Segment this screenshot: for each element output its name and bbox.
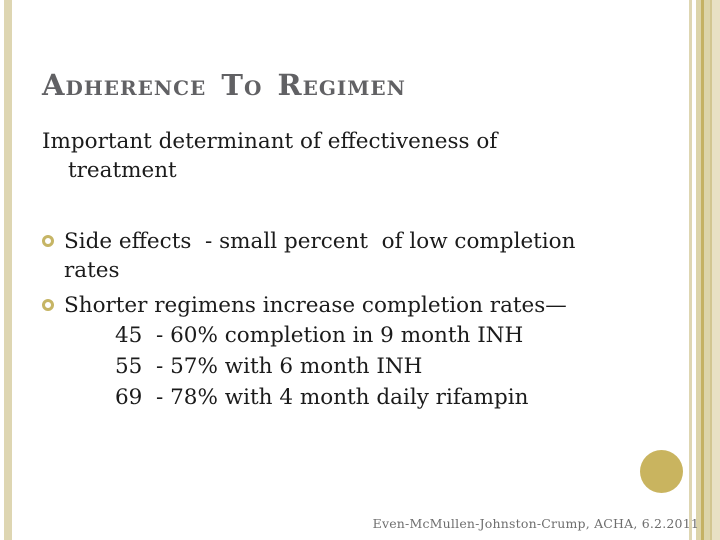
right-accent-stripe: [710, 0, 712, 540]
ring-bullet-icon: [42, 235, 54, 247]
right-accent-stripe: [704, 0, 710, 540]
sub-line: 69 - 78% with 4 month daily rifampin: [115, 385, 529, 410]
bullet-item: Shorter regimens increase completion rat…: [42, 291, 567, 320]
bullet-item: Side effects - small percent of low comp…: [42, 227, 575, 285]
corner-circle-decoration: [640, 450, 683, 493]
bullet-text: Shorter regimens increase completion rat…: [64, 293, 567, 318]
right-accent-stripe: [689, 0, 692, 540]
right-accent-stripe: [712, 0, 720, 540]
right-accent-stripe: [701, 0, 704, 540]
sub-line-group: 45 - 60% completion in 9 month INH 55 - …: [115, 320, 528, 413]
slide-title: Adherence To Regimen: [42, 68, 406, 102]
sub-line: 45 - 60% completion in 9 month INH: [115, 323, 524, 348]
left-accent-bar: [4, 0, 12, 540]
body-paragraph: Important determinant of effectiveness o…: [42, 129, 498, 183]
right-accent-stripe: [696, 0, 701, 540]
footer-citation: Even-McMullen-Johnston-Crump, ACHA, 6.2.…: [372, 516, 699, 531]
bullet-text: Side effects - small percent of low comp…: [64, 229, 576, 283]
ring-bullet-icon: [42, 299, 54, 311]
sub-line: 55 - 57% with 6 month INH: [115, 354, 423, 379]
